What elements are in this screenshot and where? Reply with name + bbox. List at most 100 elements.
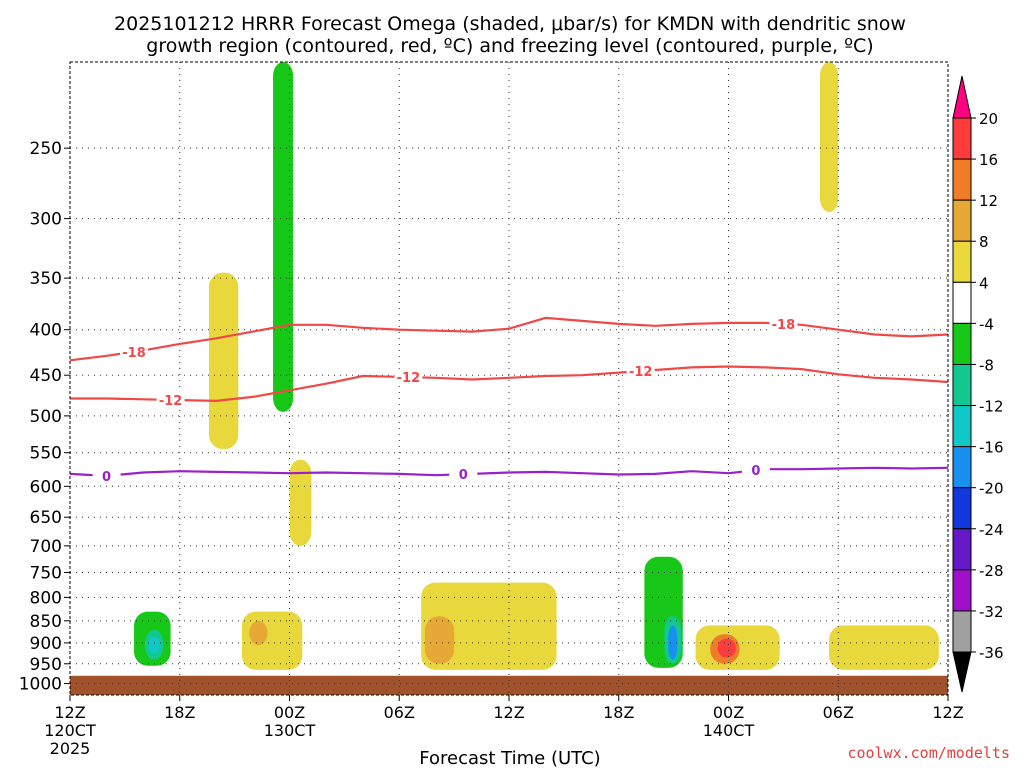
y-tick-label: 700 <box>30 537 62 557</box>
x-tick-label: 12Z <box>54 703 85 722</box>
colorbar: 20 16 12 8 4 -4 -8 -12 -16 -20 -24 -28 -32 -36 <box>952 75 1004 693</box>
y-tick-label: 950 <box>30 655 62 675</box>
x-tick-label: 00Z <box>713 703 744 722</box>
y-tick-label: 550 <box>30 444 62 464</box>
colorbar-segment <box>952 405 972 448</box>
y-tick-label: 850 <box>30 612 62 632</box>
contour-label--12: -12 <box>159 394 183 409</box>
grid-lines <box>70 62 948 695</box>
omega-region-9 <box>249 620 268 646</box>
contour-label-0: 0 <box>459 468 468 483</box>
omega-region-7 <box>209 272 239 450</box>
contour-label-bg <box>156 391 185 407</box>
colorbar-label: 16 <box>979 151 998 169</box>
omega-region-14 <box>717 638 736 658</box>
colorbar-label: -36 <box>979 644 1004 662</box>
colorbar-segment <box>952 610 972 653</box>
colorbar-segment <box>952 487 972 530</box>
contour-label-0: 0 <box>102 470 111 485</box>
x-tick-label: 06Z <box>823 703 854 722</box>
omega-region-17 <box>289 459 312 546</box>
contour-label--12: -12 <box>397 371 421 386</box>
omega-region-3 <box>148 636 160 654</box>
colorbar-label: 4 <box>979 274 989 292</box>
x-tick-sublabel: 2025 <box>50 739 91 758</box>
x-tick-label: 00Z <box>274 703 305 722</box>
colorbar-segment <box>952 569 972 612</box>
colorbar-segment <box>952 158 972 201</box>
y-tick-label: 600 <box>30 477 62 497</box>
colorbar-label: -24 <box>979 521 1004 539</box>
y-tick-label: 750 <box>30 563 62 583</box>
chart-title-line1: 2025101212 HRRR Forecast Omega (shaded, … <box>114 13 906 35</box>
colorbar-label: -32 <box>979 603 1004 621</box>
colorbar-segment <box>952 363 972 407</box>
colorbar-segment <box>952 322 972 365</box>
y-tick-label: 350 <box>30 269 62 289</box>
contour-line--18 <box>69 316 949 362</box>
x-tick-label: 06Z <box>384 703 415 722</box>
colorbar-segment <box>952 281 972 324</box>
colorbar-label: 20 <box>979 110 998 128</box>
x-tick-label: 18Z <box>603 703 634 722</box>
colorbar-label: -4 <box>979 315 994 333</box>
y-tick-label: 650 <box>30 508 62 528</box>
omega-region-6 <box>668 625 678 660</box>
contour-label--18: -18 <box>772 318 796 333</box>
x-tick-label: 12Z <box>932 703 963 722</box>
contour-line--12 <box>70 365 949 403</box>
contour-label--18: -18 <box>122 346 146 361</box>
colorbar-label: -20 <box>979 480 1004 498</box>
colorbar-segment <box>952 446 972 489</box>
x-tick-sublabel: 140CT <box>703 721 755 740</box>
contour-label-bg <box>741 462 770 478</box>
contour-label-bg <box>626 363 655 379</box>
colorbar-label: -12 <box>979 398 1004 416</box>
watermark: coolwx.com/modelts <box>847 744 1010 762</box>
contour-label--12: -12 <box>629 365 653 380</box>
contour-label-0: 0 <box>751 464 760 479</box>
colorbar-bottom-arrow <box>952 651 972 693</box>
x-tick-label: 12Z <box>493 703 524 722</box>
x-tick-sublabel: 130CT <box>264 721 316 740</box>
omega-region-11 <box>424 616 455 664</box>
colorbar-segment <box>952 117 972 160</box>
y-axis-ticks: 2503003504004505005506006507007508008509… <box>19 139 70 695</box>
omega-region-16 <box>829 625 939 670</box>
y-tick-label: 500 <box>30 407 62 427</box>
colorbar-label: -16 <box>979 439 1004 457</box>
omega-region-0 <box>273 62 294 413</box>
y-tick-label: 400 <box>30 321 62 341</box>
colorbar-segment <box>952 528 972 571</box>
x-tick-label: 18Z <box>164 703 195 722</box>
omega-regions <box>134 62 939 670</box>
omega-region-10 <box>421 582 557 670</box>
contour-label-bg <box>769 315 798 331</box>
y-tick-label: 450 <box>30 366 62 386</box>
plot-area: -18 -18 -12 -12 -12 0 0 0 <box>69 61 949 696</box>
y-tick-label: 250 <box>30 139 62 159</box>
contour-label-bg <box>120 343 149 359</box>
y-tick-label: 900 <box>30 634 62 654</box>
colorbar-segment <box>952 199 972 242</box>
contour-label-bg <box>394 369 423 385</box>
temperature-contours: -18 -18 -12 -12 -12 0 0 0 <box>69 315 949 485</box>
colorbar-label: -28 <box>979 562 1004 580</box>
omega-region-15 <box>819 62 839 213</box>
colorbar-label: 8 <box>979 233 989 251</box>
x-tick-sublabel: 120CT <box>44 721 96 740</box>
x-axis-label: Forecast Time (UTC) <box>419 748 600 768</box>
chart-title-line2: growth region (contoured, red, ºC) and f… <box>146 35 873 57</box>
colorbar-segment <box>952 240 972 283</box>
colorbar-label: -8 <box>979 356 994 374</box>
contour-line-0 <box>69 466 949 478</box>
colorbar-top-arrow <box>952 75 972 119</box>
colorbar-label: 12 <box>979 192 998 210</box>
contour-label-bg <box>92 467 121 483</box>
contour-label-bg <box>449 466 478 482</box>
y-tick-label: 800 <box>30 588 62 608</box>
y-tick-label: 1000 <box>19 675 62 695</box>
y-tick-label: 300 <box>30 210 62 230</box>
